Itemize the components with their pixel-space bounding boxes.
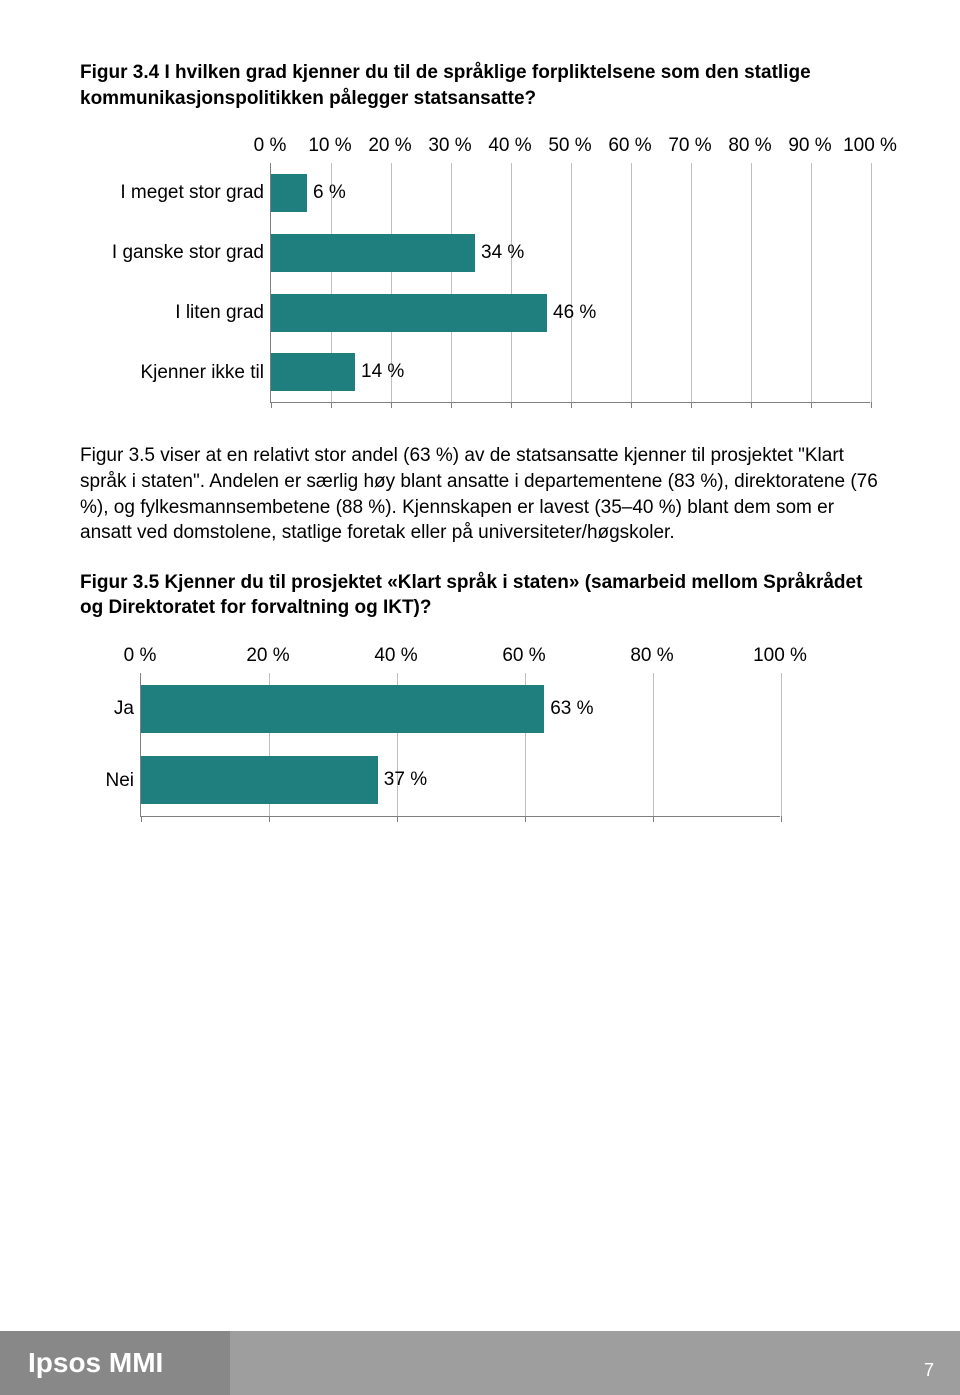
category-label: Ja xyxy=(80,673,134,745)
bar-value-label: 14 % xyxy=(361,361,404,383)
grid-line xyxy=(871,163,872,402)
tick-mark xyxy=(811,402,812,408)
category-label: Kjenner ikke til xyxy=(80,343,264,403)
x-tick-label: 0 % xyxy=(124,645,157,667)
tick-mark xyxy=(871,402,872,408)
tick-mark xyxy=(451,402,452,408)
x-tick-label: 20 % xyxy=(246,645,289,667)
page-footer: Ipsos MMI 7 xyxy=(0,1331,960,1395)
tick-mark xyxy=(631,402,632,408)
bar: 46 % xyxy=(271,294,547,332)
chart1: 0 % 10 % 20 % 30 % 40 % 50 % 60 % 70 % 80 % 90 % 1… xyxy=(80,135,880,403)
footer-page-number: 7 xyxy=(924,1360,934,1381)
category-labels: I meget stor gradI ganske stor gradI lit… xyxy=(80,163,270,403)
chart2: 0 %20 %40 %60 %80 %100 %JaNei63 %37 % xyxy=(80,645,880,817)
x-tick-label: 0 % xyxy=(254,135,287,157)
x-tick-label: 20 % xyxy=(368,135,411,157)
x-tick-label: 100 % xyxy=(843,135,897,157)
category-label: Nei xyxy=(80,745,134,817)
tick-mark xyxy=(391,402,392,408)
bar-value-label: 63 % xyxy=(550,698,593,720)
x-tick-label: 40 % xyxy=(374,645,417,667)
tick-mark xyxy=(271,402,272,408)
tick-mark xyxy=(691,402,692,408)
tick-mark xyxy=(781,816,782,822)
chart1-title: Figur 3.4 I hvilken grad kjenner du til … xyxy=(80,60,880,111)
bar-value-label: 34 % xyxy=(481,242,524,264)
chart-x-axis: 0 %10 %20 %30 %40 %50 %60 %70 %80 %90 %1… xyxy=(270,135,870,163)
bar: 37 % xyxy=(141,756,378,804)
bar-row: 63 % xyxy=(141,673,780,745)
tick-mark xyxy=(141,816,142,822)
bar: 14 % xyxy=(271,353,355,391)
bar-row: 6 % xyxy=(271,163,870,223)
bar-value-label: 46 % xyxy=(553,302,596,324)
category-label: I ganske stor grad xyxy=(80,223,264,283)
page: Figur 3.4 I hvilken grad kjenner du til … xyxy=(0,0,960,1395)
tick-mark xyxy=(269,816,270,822)
bar: 34 % xyxy=(271,234,475,272)
x-tick-label: 70 % xyxy=(668,135,711,157)
x-tick-label: 50 % xyxy=(548,135,591,157)
bars: 63 % 37 % xyxy=(141,673,780,816)
chart2-title: Figur 3.5 Kjenner du til prosjektet «Kla… xyxy=(80,570,880,621)
bar-row: 37 % xyxy=(141,745,780,817)
x-tick-label: 60 % xyxy=(608,135,651,157)
x-tick-label: 30 % xyxy=(428,135,471,157)
x-tick-label: 80 % xyxy=(728,135,771,157)
category-labels: JaNei xyxy=(80,673,140,817)
tick-mark xyxy=(571,402,572,408)
paragraph-1: Figur 3.5 viser at en relativt stor ande… xyxy=(80,443,880,546)
bar-row: 34 % xyxy=(271,223,870,283)
x-tick-label: 60 % xyxy=(502,645,545,667)
bars: 6 % 34 % 46 % 14 % xyxy=(271,163,870,402)
tick-mark xyxy=(525,816,526,822)
plot-area: 63 % 37 % xyxy=(140,673,780,817)
tick-mark xyxy=(331,402,332,408)
x-tick-label: 100 % xyxy=(753,645,807,667)
x-tick-label: 40 % xyxy=(488,135,531,157)
bar-row: 46 % xyxy=(271,283,870,343)
bar: 63 % xyxy=(141,685,544,733)
bar-row: 14 % xyxy=(271,343,870,403)
tick-mark xyxy=(653,816,654,822)
tick-mark xyxy=(397,816,398,822)
category-label: I meget stor grad xyxy=(80,163,264,223)
grid-line xyxy=(781,673,782,816)
plot-area: 6 % 34 % 46 % 14 % xyxy=(270,163,870,403)
tick-mark xyxy=(751,402,752,408)
tick-mark xyxy=(511,402,512,408)
footer-brand: Ipsos MMI xyxy=(28,1347,163,1379)
chart-body: I meget stor gradI ganske stor gradI lit… xyxy=(80,163,880,403)
x-tick-label: 10 % xyxy=(308,135,351,157)
bar-value-label: 37 % xyxy=(384,769,427,791)
chart-body: JaNei63 %37 % xyxy=(80,673,880,817)
x-tick-label: 90 % xyxy=(788,135,831,157)
chart-x-axis: 0 %20 %40 %60 %80 %100 % xyxy=(140,645,780,673)
category-label: I liten grad xyxy=(80,283,264,343)
bar-value-label: 6 % xyxy=(313,182,346,204)
bar: 6 % xyxy=(271,174,307,212)
x-tick-label: 80 % xyxy=(630,645,673,667)
